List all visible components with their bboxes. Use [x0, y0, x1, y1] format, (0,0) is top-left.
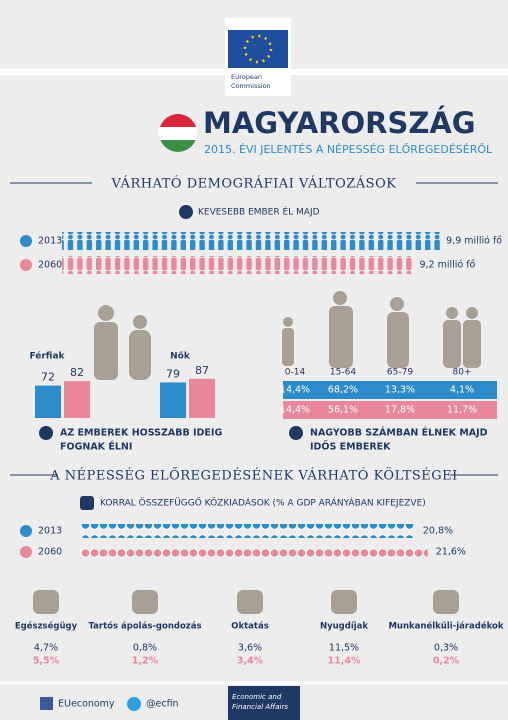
section-heading: VÁRHATÓ DEMOGRÁFIAI VÁLTOZÁSOK: [111, 175, 397, 192]
group-label: Férfiak: [29, 351, 65, 362]
life-bar: [35, 385, 61, 418]
dg-name: Financial Affairs: [232, 703, 288, 711]
spending-strip: [80, 545, 428, 559]
item-2060: 0,2%: [433, 656, 460, 667]
age-share: 4,1%: [450, 385, 474, 396]
spending-value: 20,8%: [423, 526, 453, 537]
age-share: 13,3%: [385, 385, 415, 396]
year-label: 2013: [38, 236, 62, 247]
item-name: Tartós ápolás-gondozás: [88, 621, 201, 632]
age-category: 15-64: [330, 368, 356, 378]
age-share: 56,1%: [328, 405, 358, 416]
footer: EUeconomy @ecfin Economic and Financial …: [40, 686, 300, 720]
item-2013: 0,8%: [133, 643, 157, 654]
population-label: KEVESEBB EMBER ÉL MAJD: [198, 206, 320, 218]
dg-name: Economic and: [232, 693, 282, 701]
spending-rows: 2013 20,8% 2060 21,6%: [20, 524, 466, 559]
population-strip: [62, 256, 414, 274]
legend-dot: [20, 259, 32, 271]
caption: AZ EMBEREK HOSSZABB IDEIG: [60, 428, 222, 439]
life-expectancy: Férfiak 72 82 Nők 79 87: [29, 351, 215, 418]
silhouettes: [94, 291, 481, 380]
age-category: 65-79: [387, 368, 413, 378]
hu-flag: [159, 114, 197, 152]
population-rows: 2013 9,9 millió fő 2060 9,2 millió fő: [20, 232, 502, 274]
item-name: Munkanélküli-járadékok: [388, 621, 503, 632]
age-share: 17,8%: [385, 405, 415, 416]
age-table: 0-14 15-64 65-79 80+ 14,4% 68,2% 13,3% 4…: [280, 368, 497, 419]
age-share: 11,7%: [447, 405, 477, 416]
spending-label: KORRAL ÖSSZEFÜGGŐ KÖZKIADÁSOK (% A GDP A…: [100, 497, 426, 509]
item-icon: [33, 590, 59, 614]
spending-strip: [80, 524, 415, 538]
header: European Commission: [0, 18, 508, 96]
life-bar: [64, 381, 90, 418]
year-label: 2060: [38, 547, 62, 558]
life-bar: [160, 382, 186, 418]
life-caption: AZ EMBEREK HOSSZABB IDEIG FOGNAK ÉLNI: [39, 426, 222, 453]
item-2060: 5,5%: [33, 656, 60, 667]
title: MAGYARORSZÁG: [203, 106, 476, 140]
section-heading: A NÉPESSÉG ELŐREGEDÉSÉNEK VÁRHATÓ KÖLTSÉ…: [49, 467, 458, 484]
item-icon: [237, 590, 263, 614]
item-icon: [331, 590, 357, 614]
icon: [179, 205, 193, 219]
item-2060: 3,4%: [237, 656, 264, 667]
title-block: MAGYARORSZÁG 2015. ÉVI JELENTÉS A NÉPESS…: [159, 106, 493, 156]
item-name: Oktatás: [231, 622, 269, 632]
life-value: 72: [41, 371, 55, 384]
logo-text: Commission: [231, 82, 271, 90]
legend-dot: [20, 546, 32, 558]
age-caption: NAGYOBB SZÁMBAN ÉLNEK MAJD IDŐS EMBEREK: [289, 426, 488, 453]
legend-dot: [20, 235, 32, 247]
subtitle: 2015. ÉVI JELENTÉS A NÉPESSÉG ELŐREGEDÉS…: [204, 142, 493, 156]
caption: NAGYOBB SZÁMBAN ÉLNEK MAJD: [310, 427, 488, 439]
item-name: Nyugdíjak: [320, 622, 368, 632]
group-label: Nők: [170, 352, 191, 362]
age-share: 68,2%: [328, 385, 358, 396]
item-2060: 11,4%: [328, 656, 361, 667]
cost-items: Egészségügy 4,7% 5,5% Tartós ápolás-gondozá…: [15, 590, 504, 667]
population-strip: [62, 232, 441, 250]
twitter-handle: @ecfin: [146, 699, 179, 710]
item-2013: 0,3%: [434, 643, 458, 654]
age-share: 14,4%: [280, 385, 310, 396]
item-icon: [433, 590, 459, 614]
life-value: 82: [70, 366, 84, 379]
item-2060: 1,2%: [132, 656, 159, 667]
population-value: 9,2 millió fő: [419, 260, 475, 271]
population-value: 9,9 millió fő: [446, 236, 502, 247]
year-label: 2060: [38, 260, 62, 271]
caption: IDŐS EMBEREK: [310, 442, 391, 453]
item-2013: 4,7%: [34, 643, 58, 654]
age-category: 0-14: [285, 368, 306, 378]
legend-dot: [20, 525, 32, 537]
item-2013: 11,5%: [329, 643, 359, 654]
spending-value: 21,6%: [436, 547, 466, 558]
caption: FOGNAK ÉLNI: [60, 441, 132, 453]
life-value: 87: [195, 364, 209, 377]
life-value: 79: [166, 367, 180, 380]
age-category: 80+: [453, 368, 472, 378]
item-name: Egészségügy: [15, 621, 78, 632]
facebook-handle: EUeconomy: [58, 699, 115, 710]
age-share: 14,4%: [280, 405, 310, 416]
year-label: 2013: [38, 526, 62, 537]
icon: [80, 496, 94, 510]
eu-flag: [228, 30, 288, 68]
item-2013: 3,6%: [238, 643, 262, 654]
logo-text: European: [231, 73, 262, 81]
life-bar: [189, 378, 215, 418]
item-icon: [132, 590, 158, 614]
